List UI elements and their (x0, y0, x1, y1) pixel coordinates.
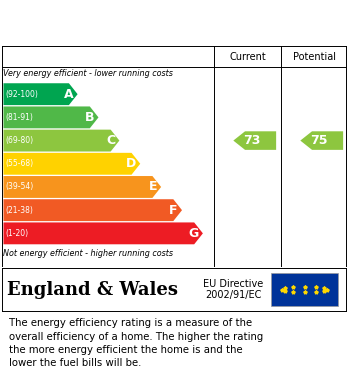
Polygon shape (233, 131, 276, 150)
Text: (69-80): (69-80) (5, 136, 33, 145)
Polygon shape (3, 130, 119, 152)
Text: Energy Efficiency Rating: Energy Efficiency Rating (9, 14, 238, 32)
Text: (39-54): (39-54) (5, 183, 33, 192)
Polygon shape (300, 131, 343, 150)
Text: EU Directive
2002/91/EC: EU Directive 2002/91/EC (203, 279, 263, 300)
Polygon shape (3, 83, 78, 105)
Text: Current: Current (229, 52, 266, 62)
Text: (55-68): (55-68) (5, 159, 33, 168)
Polygon shape (3, 153, 140, 175)
Text: (92-100): (92-100) (5, 90, 38, 99)
Text: G: G (189, 227, 199, 240)
Text: Potential: Potential (293, 52, 336, 62)
Text: C: C (106, 134, 115, 147)
Text: 75: 75 (310, 134, 327, 147)
Text: (21-38): (21-38) (5, 206, 33, 215)
Polygon shape (3, 176, 161, 198)
Text: B: B (85, 111, 94, 124)
Text: A: A (64, 88, 73, 101)
Text: (1-20): (1-20) (5, 229, 28, 238)
Text: Not energy efficient - higher running costs: Not energy efficient - higher running co… (3, 249, 174, 258)
Text: 73: 73 (243, 134, 261, 147)
Polygon shape (3, 106, 98, 128)
Text: The energy efficiency rating is a measure of the
overall efficiency of a home. T: The energy efficiency rating is a measur… (9, 318, 263, 368)
FancyBboxPatch shape (271, 273, 338, 306)
Text: (81-91): (81-91) (5, 113, 33, 122)
Polygon shape (3, 222, 203, 244)
Text: Very energy efficient - lower running costs: Very energy efficient - lower running co… (3, 69, 173, 78)
Text: D: D (126, 157, 136, 170)
Text: E: E (149, 181, 157, 194)
Polygon shape (3, 199, 182, 221)
Text: England & Wales: England & Wales (7, 280, 178, 299)
Text: F: F (169, 204, 178, 217)
